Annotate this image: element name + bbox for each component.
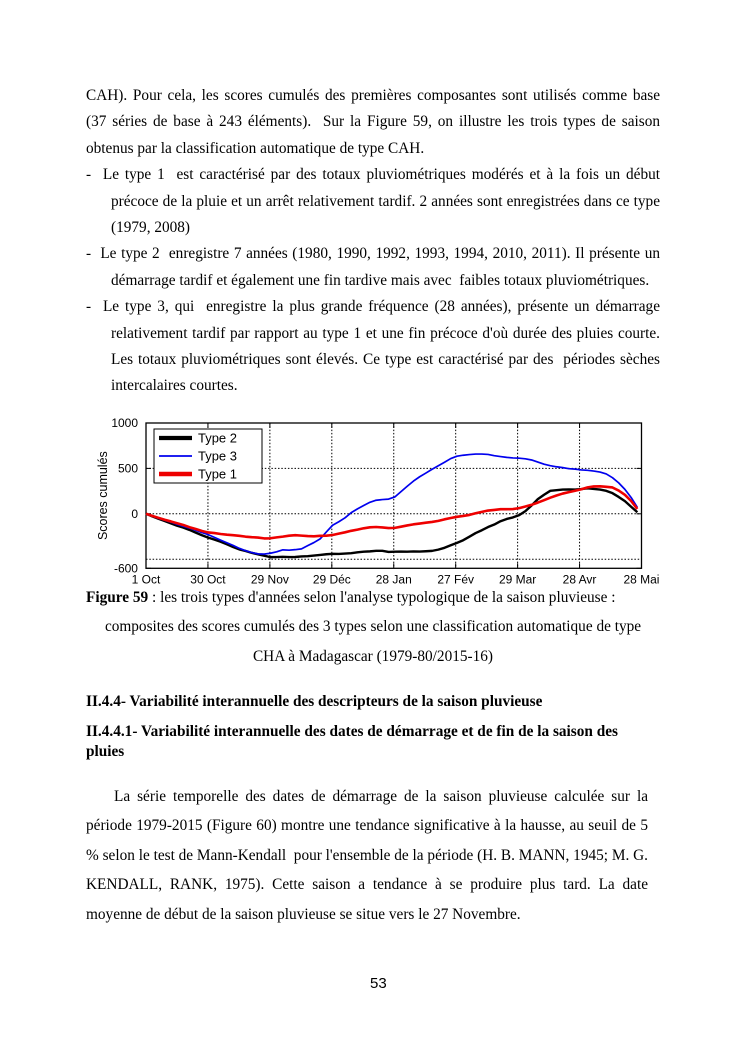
svg-text:-600: -600 [114, 561, 138, 575]
svg-text:Type 2: Type 2 [198, 431, 237, 446]
svg-text:1000: 1000 [111, 416, 138, 430]
svg-text:0: 0 [131, 507, 138, 521]
svg-text:Type 3: Type 3 [198, 449, 237, 464]
svg-text:500: 500 [118, 462, 138, 476]
svg-text:Type 1: Type 1 [198, 467, 237, 482]
svg-text:Scores cumulés: Scores cumulés [97, 451, 110, 540]
